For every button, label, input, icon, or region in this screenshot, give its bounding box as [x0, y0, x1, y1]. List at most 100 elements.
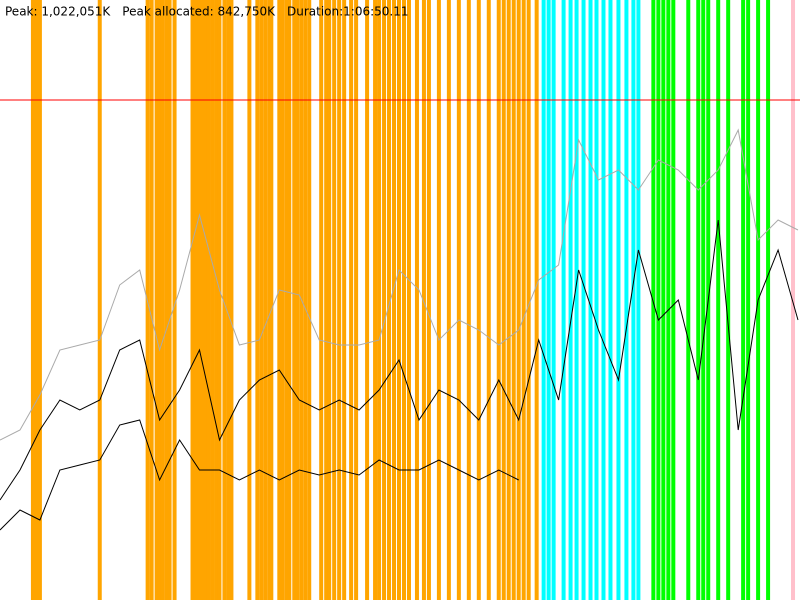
- event-band: [516, 0, 521, 600]
- event-band: [332, 0, 337, 600]
- event-band: [280, 0, 285, 600]
- event-band: [172, 0, 177, 600]
- event-band: [37, 0, 42, 600]
- event-band: [327, 0, 332, 600]
- series-line: [0, 419, 519, 531]
- event-band: [636, 0, 641, 600]
- event-band: [164, 0, 169, 600]
- event-band: [226, 0, 231, 600]
- event-band: [392, 0, 397, 600]
- event-band: [568, 0, 573, 600]
- event-band: [686, 0, 691, 600]
- event-band: [349, 0, 354, 600]
- event-band: [631, 0, 636, 600]
- event-band: [206, 0, 211, 600]
- event-band: [284, 0, 289, 600]
- event-band: [401, 0, 406, 600]
- event-band: [303, 0, 308, 600]
- series-line: [0, 128, 799, 441]
- event-band: [259, 0, 264, 600]
- event-band: [791, 0, 796, 600]
- event-band: [696, 0, 701, 600]
- event-band: [624, 0, 629, 600]
- event-band: [661, 0, 666, 600]
- event-band: [295, 0, 300, 600]
- event-band: [247, 0, 252, 600]
- event-band: [193, 0, 198, 600]
- event-band: [307, 0, 312, 600]
- event-band: [716, 0, 721, 600]
- event-band: [203, 0, 208, 600]
- event-band: [541, 0, 546, 600]
- event-band: [466, 0, 471, 600]
- event-band: [671, 0, 676, 600]
- event-band: [337, 0, 342, 600]
- event-band: [436, 0, 441, 600]
- event-band: [214, 0, 219, 600]
- event-band: [588, 0, 593, 600]
- event-band: [382, 0, 387, 600]
- event-band: [521, 0, 526, 600]
- event-band: [651, 0, 656, 600]
- event-band: [377, 0, 382, 600]
- event-band: [287, 0, 292, 600]
- event-band: [97, 0, 102, 600]
- event-band: [666, 0, 671, 600]
- header-text: Peak allocated: 842,750K: [122, 5, 276, 19]
- event-band: [741, 0, 746, 600]
- event-band: [581, 0, 586, 600]
- event-band: [154, 0, 159, 600]
- event-band: [534, 0, 539, 600]
- event-band: [292, 0, 297, 600]
- event-band: [501, 0, 506, 600]
- event-band: [594, 0, 599, 600]
- header-text: Duration:1:06:50.11: [287, 5, 409, 19]
- event-band: [263, 0, 268, 600]
- event-band: [200, 0, 205, 600]
- event-band: [167, 0, 172, 600]
- header-text: Peak: 1,022,051K: [5, 5, 111, 19]
- event-band: [574, 0, 579, 600]
- event-band: [149, 0, 154, 600]
- event-band: [373, 0, 378, 600]
- event-band: [561, 0, 566, 600]
- event-band: [32, 0, 37, 600]
- event-band: [406, 0, 411, 600]
- event-band: [157, 0, 162, 600]
- series-line: [0, 219, 799, 501]
- event-band: [222, 0, 227, 600]
- event-band: [601, 0, 606, 600]
- event-band: [197, 0, 202, 600]
- event-band: [397, 0, 402, 600]
- event-band: [255, 0, 260, 600]
- event-band: [608, 0, 613, 600]
- event-band: [546, 0, 551, 600]
- event-band: [277, 0, 282, 600]
- event-band: [496, 0, 501, 600]
- event-band: [365, 0, 370, 600]
- event-band: [511, 0, 516, 600]
- event-band: [414, 0, 419, 600]
- event-band: [354, 0, 359, 600]
- event-band: [551, 0, 556, 600]
- event-band: [476, 0, 481, 600]
- event-band: [456, 0, 461, 600]
- event-band: [616, 0, 621, 600]
- event-band: [160, 0, 165, 600]
- event-band: [726, 0, 731, 600]
- event-band: [746, 0, 751, 600]
- event-band: [210, 0, 215, 600]
- event-band: [506, 0, 511, 600]
- event-band: [324, 0, 329, 600]
- event-band: [766, 0, 771, 600]
- event-band: [319, 0, 324, 600]
- event-band: [656, 0, 661, 600]
- event-band: [190, 0, 195, 600]
- event-band: [342, 0, 347, 600]
- event-band: [486, 0, 491, 600]
- event-band: [526, 0, 531, 600]
- event-band: [387, 0, 392, 600]
- event-band: [229, 0, 234, 600]
- event-band: [421, 0, 426, 600]
